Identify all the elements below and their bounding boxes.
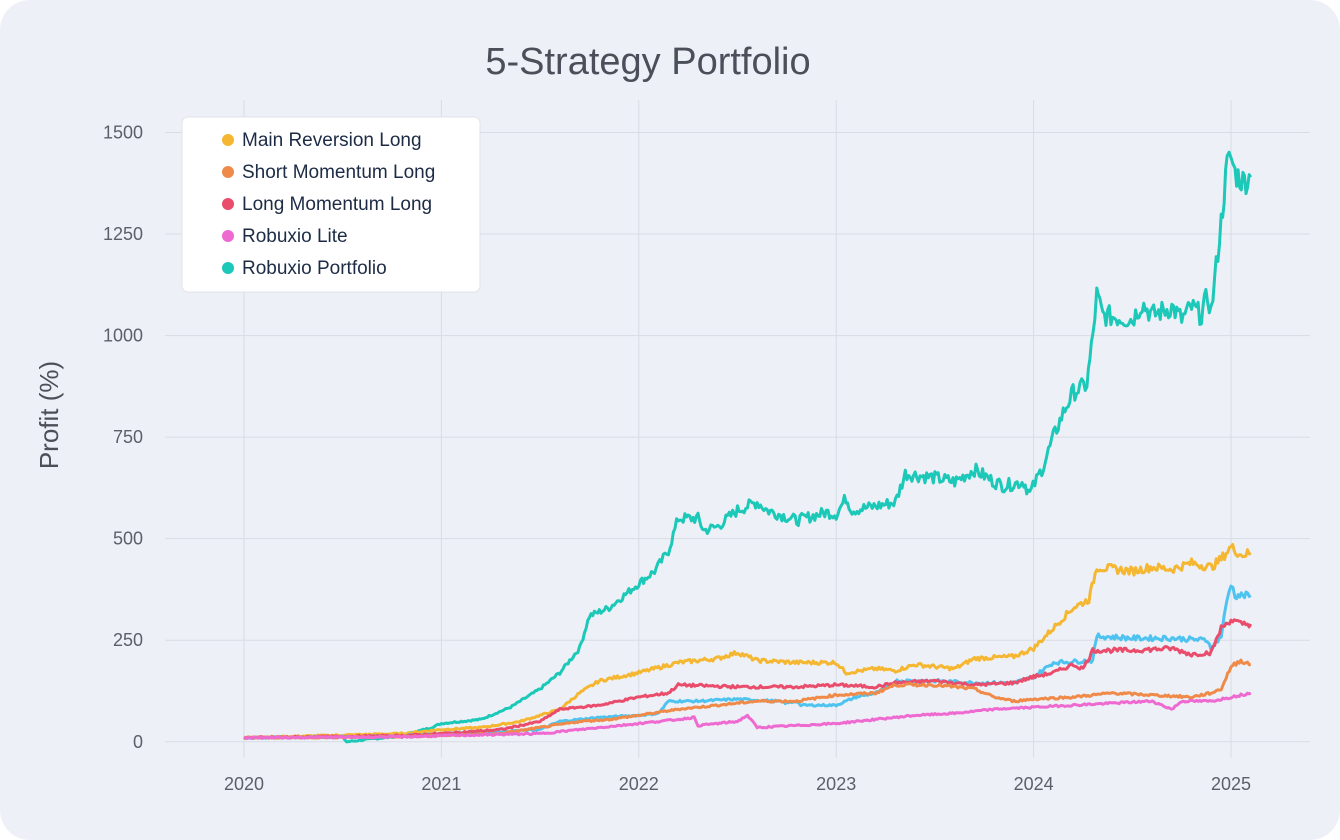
y-axis-label: Profit (%): [34, 361, 64, 469]
legend-marker-robuxio-portfolio: [222, 262, 234, 274]
y-tick-500: 500: [113, 529, 143, 549]
legend-marker-robuxio-lite: [222, 230, 234, 242]
x-tick-2021: 2021: [421, 774, 461, 794]
y-tick-labels: 0 250 500 750 1000 1250 1500: [103, 122, 143, 751]
x-tick-2020: 2020: [224, 774, 264, 794]
legend-label-long-momentum-long: Long Momentum Long: [242, 194, 432, 215]
y-tick-250: 250: [113, 630, 143, 650]
x-tick-2022: 2022: [619, 774, 659, 794]
x-tick-2024: 2024: [1014, 774, 1054, 794]
legend-marker-long-momentum-long: [222, 198, 234, 210]
y-tick-1250: 1250: [103, 224, 143, 244]
series-lines: [243, 150, 1253, 744]
legend-label-main-reversion-long: Main Reversion Long: [242, 130, 422, 151]
chart-title: 5-Strategy Portfolio: [485, 41, 810, 83]
series-line-main-reversion-long: [243, 543, 1252, 740]
legend-label-short-momentum-long: Short Momentum Long: [242, 162, 435, 183]
legend-marker-main-reversion-long: [222, 134, 234, 146]
legend: Main Reversion Long Short Momentum Long Lo…: [181, 116, 481, 293]
legend-box: [181, 116, 481, 293]
legend-label-robuxio-lite: Robuxio Lite: [242, 226, 348, 247]
legend-marker-short-momentum-long: [222, 166, 234, 178]
y-tick-0: 0: [133, 732, 143, 752]
series-line-robuxio-lite: [243, 691, 1252, 740]
y-tick-750: 750: [113, 427, 143, 447]
y-tick-1500: 1500: [103, 122, 143, 142]
legend-label-robuxio-portfolio: Robuxio Portfolio: [242, 258, 387, 279]
x-tick-2025: 2025: [1211, 774, 1251, 794]
x-tick-labels: 2020 2021 2022 2023 2024 2025: [224, 774, 1251, 794]
y-tick-1000: 1000: [103, 326, 143, 346]
x-tick-2023: 2023: [816, 774, 856, 794]
